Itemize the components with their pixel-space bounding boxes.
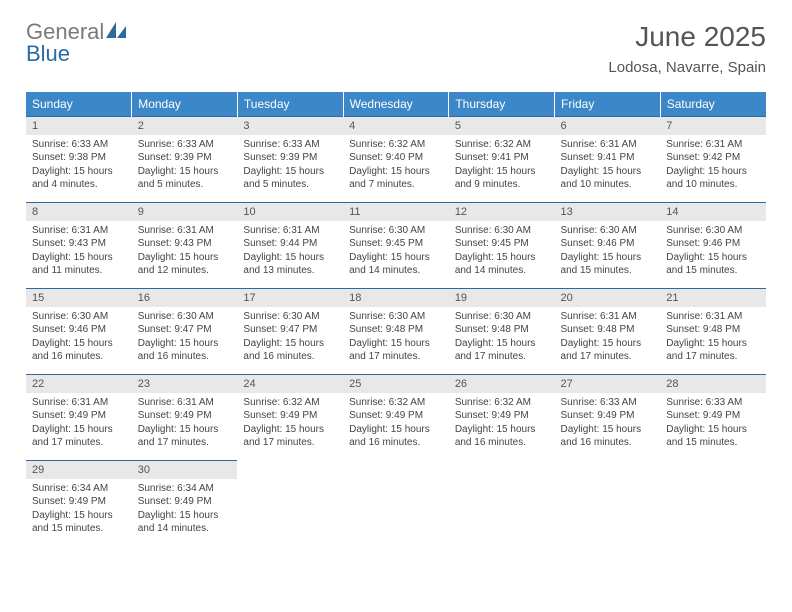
daynum-cell: 7 xyxy=(660,116,766,135)
day-cell: Sunrise: 6:31 AMSunset: 9:43 PMDaylight:… xyxy=(26,221,132,289)
day-cell xyxy=(555,479,661,546)
daynum-cell: 10 xyxy=(237,202,343,221)
daynum-cell xyxy=(555,460,661,479)
day-cell: Sunrise: 6:31 AMSunset: 9:48 PMDaylight:… xyxy=(555,307,661,375)
day-cell: Sunrise: 6:32 AMSunset: 9:41 PMDaylight:… xyxy=(449,135,555,203)
daynum-cell: 17 xyxy=(237,288,343,307)
daynum-cell xyxy=(237,460,343,479)
content-row: Sunrise: 6:34 AMSunset: 9:49 PMDaylight:… xyxy=(26,479,766,546)
daynum-row: 891011121314 xyxy=(26,202,766,221)
day-cell: Sunrise: 6:34 AMSunset: 9:49 PMDaylight:… xyxy=(132,479,238,546)
day-cell: Sunrise: 6:30 AMSunset: 9:48 PMDaylight:… xyxy=(449,307,555,375)
day-cell: Sunrise: 6:33 AMSunset: 9:38 PMDaylight:… xyxy=(26,135,132,203)
location: Lodosa, Navarre, Spain xyxy=(608,59,766,76)
day-cell: Sunrise: 6:32 AMSunset: 9:49 PMDaylight:… xyxy=(343,393,449,461)
sail-icon xyxy=(106,22,128,44)
dow-cell: Saturday xyxy=(660,92,766,117)
content-row: Sunrise: 6:33 AMSunset: 9:38 PMDaylight:… xyxy=(26,135,766,203)
daynum-cell: 28 xyxy=(660,374,766,393)
daynum-cell: 24 xyxy=(237,374,343,393)
daynum-cell: 1 xyxy=(26,116,132,135)
day-cell: Sunrise: 6:31 AMSunset: 9:41 PMDaylight:… xyxy=(555,135,661,203)
daynum-cell: 12 xyxy=(449,202,555,221)
daynum-cell: 16 xyxy=(132,288,238,307)
day-cell: Sunrise: 6:30 AMSunset: 9:46 PMDaylight:… xyxy=(660,221,766,289)
daynum-cell: 25 xyxy=(343,374,449,393)
dow-cell: Friday xyxy=(555,92,661,117)
day-cell: Sunrise: 6:33 AMSunset: 9:49 PMDaylight:… xyxy=(660,393,766,461)
day-cell: Sunrise: 6:30 AMSunset: 9:45 PMDaylight:… xyxy=(449,221,555,289)
daynum-cell: 20 xyxy=(555,288,661,307)
daynum-cell: 18 xyxy=(343,288,449,307)
daynum-row: 1234567 xyxy=(26,116,766,135)
daynum-cell: 19 xyxy=(449,288,555,307)
day-cell: Sunrise: 6:33 AMSunset: 9:49 PMDaylight:… xyxy=(555,393,661,461)
daynum-cell: 8 xyxy=(26,202,132,221)
day-cell: Sunrise: 6:31 AMSunset: 9:49 PMDaylight:… xyxy=(26,393,132,461)
daynum-cell: 14 xyxy=(660,202,766,221)
logo-text: General Blue xyxy=(26,22,128,65)
day-cell: Sunrise: 6:31 AMSunset: 9:42 PMDaylight:… xyxy=(660,135,766,203)
page-title: June 2025 xyxy=(608,22,766,53)
day-cell: Sunrise: 6:32 AMSunset: 9:49 PMDaylight:… xyxy=(449,393,555,461)
daynum-cell: 2 xyxy=(132,116,238,135)
day-cell xyxy=(343,479,449,546)
content-row: Sunrise: 6:31 AMSunset: 9:49 PMDaylight:… xyxy=(26,393,766,461)
day-cell: Sunrise: 6:30 AMSunset: 9:48 PMDaylight:… xyxy=(343,307,449,375)
daynum-cell xyxy=(449,460,555,479)
content-row: Sunrise: 6:30 AMSunset: 9:46 PMDaylight:… xyxy=(26,307,766,375)
day-cell: Sunrise: 6:30 AMSunset: 9:47 PMDaylight:… xyxy=(237,307,343,375)
daynum-cell: 15 xyxy=(26,288,132,307)
header: General Blue June 2025 Lodosa, Navarre, … xyxy=(26,22,766,76)
daynum-row: 15161718192021 xyxy=(26,288,766,307)
dow-cell: Monday xyxy=(132,92,238,117)
day-cell: Sunrise: 6:33 AMSunset: 9:39 PMDaylight:… xyxy=(237,135,343,203)
daynum-cell: 23 xyxy=(132,374,238,393)
daynum-cell: 11 xyxy=(343,202,449,221)
daynum-cell: 30 xyxy=(132,460,238,479)
day-cell: Sunrise: 6:30 AMSunset: 9:45 PMDaylight:… xyxy=(343,221,449,289)
daynum-cell: 6 xyxy=(555,116,661,135)
day-cell: Sunrise: 6:33 AMSunset: 9:39 PMDaylight:… xyxy=(132,135,238,203)
day-cell: Sunrise: 6:30 AMSunset: 9:46 PMDaylight:… xyxy=(26,307,132,375)
daynum-cell: 27 xyxy=(555,374,661,393)
daynum-cell: 5 xyxy=(449,116,555,135)
day-cell: Sunrise: 6:31 AMSunset: 9:49 PMDaylight:… xyxy=(132,393,238,461)
day-cell: Sunrise: 6:32 AMSunset: 9:49 PMDaylight:… xyxy=(237,393,343,461)
calendar-page: General Blue June 2025 Lodosa, Navarre, … xyxy=(0,0,792,566)
day-cell: Sunrise: 6:31 AMSunset: 9:44 PMDaylight:… xyxy=(237,221,343,289)
day-cell: Sunrise: 6:34 AMSunset: 9:49 PMDaylight:… xyxy=(26,479,132,546)
daynum-cell xyxy=(660,460,766,479)
day-cell: Sunrise: 6:30 AMSunset: 9:46 PMDaylight:… xyxy=(555,221,661,289)
day-cell xyxy=(449,479,555,546)
daynum-cell: 21 xyxy=(660,288,766,307)
daynum-cell: 13 xyxy=(555,202,661,221)
daynum-cell: 29 xyxy=(26,460,132,479)
daynum-row: 22232425262728 xyxy=(26,374,766,393)
day-cell: Sunrise: 6:31 AMSunset: 9:43 PMDaylight:… xyxy=(132,221,238,289)
dow-cell: Wednesday xyxy=(343,92,449,117)
day-cell: Sunrise: 6:32 AMSunset: 9:40 PMDaylight:… xyxy=(343,135,449,203)
dow-cell: Tuesday xyxy=(237,92,343,117)
logo-word2: Blue xyxy=(26,41,70,66)
dow-cell: Sunday xyxy=(26,92,132,117)
calendar-table: SundayMondayTuesdayWednesdayThursdayFrid… xyxy=(26,92,766,546)
dow-row: SundayMondayTuesdayWednesdayThursdayFrid… xyxy=(26,92,766,117)
daynum-cell: 9 xyxy=(132,202,238,221)
day-cell xyxy=(237,479,343,546)
daynum-cell: 26 xyxy=(449,374,555,393)
daynum-row: 2930 xyxy=(26,460,766,479)
dow-cell: Thursday xyxy=(449,92,555,117)
content-row: Sunrise: 6:31 AMSunset: 9:43 PMDaylight:… xyxy=(26,221,766,289)
logo: General Blue xyxy=(26,22,128,65)
day-cell xyxy=(660,479,766,546)
title-block: June 2025 Lodosa, Navarre, Spain xyxy=(608,22,766,76)
day-cell: Sunrise: 6:31 AMSunset: 9:48 PMDaylight:… xyxy=(660,307,766,375)
calendar-body: SundayMondayTuesdayWednesdayThursdayFrid… xyxy=(26,92,766,546)
daynum-cell: 22 xyxy=(26,374,132,393)
daynum-cell: 3 xyxy=(237,116,343,135)
daynum-cell xyxy=(343,460,449,479)
daynum-cell: 4 xyxy=(343,116,449,135)
day-cell: Sunrise: 6:30 AMSunset: 9:47 PMDaylight:… xyxy=(132,307,238,375)
